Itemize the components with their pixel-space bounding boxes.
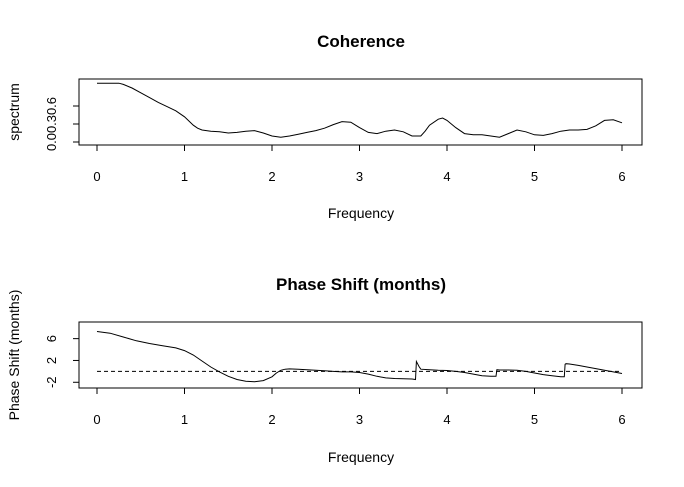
plot-frame [78, 321, 643, 389]
y-tick-label: 0.6 [44, 97, 59, 115]
x-tick-label: 1 [181, 412, 188, 427]
x-tick-label: 6 [618, 169, 625, 184]
x-tick-label: 4 [443, 412, 450, 427]
chart-title: Coherence [317, 32, 405, 51]
series-line [97, 82, 623, 138]
y-axis-label: Phase Shift (months) [6, 290, 22, 421]
panel-coherence: Coherence 0 1 2 3 4 5 6 0.00.30.6 Frequency sp… [6, 32, 643, 221]
series-line [96, 331, 623, 383]
x-tick-label: 0 [93, 169, 100, 184]
x-tick-label: 6 [618, 412, 625, 427]
x-tick-label: 3 [356, 412, 363, 427]
x-axis-label: Frequency [328, 449, 394, 465]
y-axis: 0.00.30.6 [44, 97, 79, 151]
x-tick-label: 2 [268, 169, 275, 184]
x-tick-label: 4 [443, 169, 450, 184]
y-axis: -2 2 6 [44, 335, 79, 388]
y-tick-label: 0.3 [44, 115, 59, 133]
panel-phase-shift: Phase Shift (months) 0 1 2 3 4 5 6 -2 2 6 Freque… [6, 275, 643, 465]
y-tick-label: 2 [44, 357, 59, 364]
y-tick-label: -2 [44, 376, 59, 388]
x-tick-label: 5 [531, 412, 538, 427]
x-axis: 0 1 2 3 4 5 6 [93, 145, 626, 184]
x-tick-label: 1 [181, 169, 188, 184]
y-tick-label: 0.0 [44, 133, 59, 151]
x-tick-label: 0 [93, 412, 100, 427]
x-axis: 0 1 2 3 4 5 6 [93, 388, 626, 427]
x-tick-label: 2 [268, 412, 275, 427]
x-tick-label: 3 [356, 169, 363, 184]
plot-frame [78, 78, 643, 146]
x-axis-label: Frequency [328, 205, 394, 221]
y-tick-label: 6 [44, 335, 59, 342]
y-axis-label: spectrum [6, 83, 22, 141]
chart-title: Phase Shift (months) [276, 275, 446, 294]
x-tick-label: 5 [531, 169, 538, 184]
